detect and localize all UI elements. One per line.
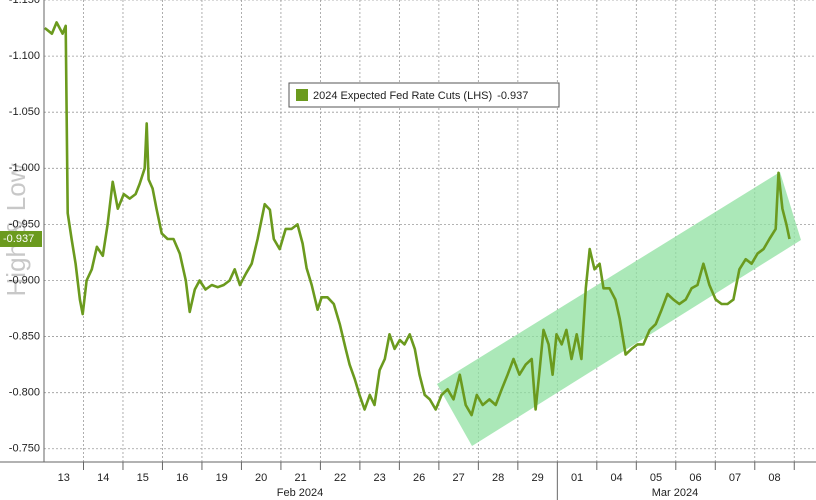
legend-box [288,82,560,108]
legend-swatch [296,89,308,101]
y-tick-label: -0.750 [9,443,40,455]
x-tick-label: 27 [452,472,464,484]
month-label: Mar 2024 [652,487,698,499]
legend-label: 2024 Expected Fed Rate Cuts (LHS) [313,90,492,102]
x-tick-label: 06 [689,472,701,484]
y-tick-label: -1.000 [9,162,40,174]
last-value-badge [0,230,42,247]
legend: 2024 Expected Fed Rate Cuts (LHS) -0.937 [288,82,560,108]
legend-value: -0.937 [497,90,528,102]
last-value-label: -0.937 [3,233,34,245]
x-tick-label: 16 [176,472,188,484]
month-label: Feb 2024 [277,487,323,499]
plot [43,21,791,417]
x-tick-label: 01 [571,472,583,484]
y-tick-label: -0.900 [9,274,40,286]
y-tick-label: -1.100 [9,50,40,62]
x-tick-label: 13 [58,472,70,484]
y-tick-label: -1.150 [9,0,40,6]
y-tick-label: -0.950 [9,218,40,230]
x-tick-label: 23 [374,472,386,484]
x-tick-label: 22 [334,472,346,484]
y-tick-label: -0.850 [9,330,40,342]
x-tick-label: 28 [492,472,504,484]
watermark: High & Low [1,163,31,296]
x-tick-label: 04 [610,472,622,484]
x-tick-label: 07 [729,472,741,484]
trend-channel [437,172,801,446]
x-tick-label: 05 [650,472,662,484]
x-tick-label: 29 [531,472,543,484]
x-tick-label: 21 [295,472,307,484]
x-tick-label: 20 [255,472,267,484]
x-tick-label: 26 [413,472,425,484]
x-tick-label: 19 [216,472,228,484]
x-tick-label: 15 [137,472,149,484]
x-tick-label: 08 [768,472,780,484]
series-line [43,21,791,417]
x-tick-label: 14 [97,472,109,484]
y-tick-label: -1.050 [9,106,40,118]
y-tick-label: -0.800 [9,387,40,399]
